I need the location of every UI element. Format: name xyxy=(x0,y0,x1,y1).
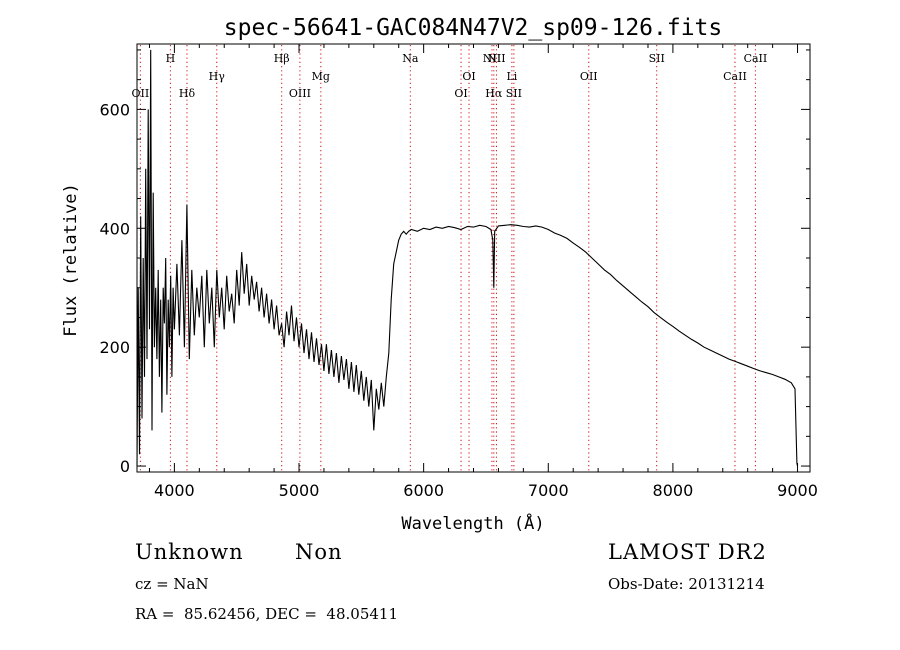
spectral-line-label: CaII xyxy=(744,52,768,65)
y-axis-label: Flux (relative) xyxy=(61,183,81,337)
x-tick-label: 9000 xyxy=(777,481,818,500)
spectral-line-label: Hβ xyxy=(274,52,290,65)
y-tick-label: 200 xyxy=(99,338,130,357)
y-tick-label: 0 xyxy=(120,457,130,476)
spectral-line-label: OI xyxy=(462,70,475,83)
spectral-line-label: OIII xyxy=(289,87,311,100)
x-axis-label: Wavelength (Å) xyxy=(401,512,544,534)
spectral-line-label: SII xyxy=(506,87,522,100)
spectral-line-label: Hα xyxy=(485,87,503,100)
class-type: Unknown xyxy=(135,540,244,564)
y-tick-label: 400 xyxy=(99,219,130,238)
spectral-line-label: NII xyxy=(487,52,505,65)
x-tick-labels: 4000 5000 6000 7000 8000 9000 xyxy=(154,481,818,500)
spectral-line-label: CaII xyxy=(723,70,747,83)
y-tick-labels: 0 200 400 600 xyxy=(99,100,130,476)
plot-frame xyxy=(136,43,811,473)
spectral-lines-layer: OIIHHδHγHβOIIIMgNaOIOINIIHαNIILiSIIOIISI… xyxy=(132,45,768,471)
x-tick-label: 8000 xyxy=(653,481,694,500)
coordinates: RA = 85.62456, DEC = 48.05411 xyxy=(135,605,399,623)
spectral-line-label: OII xyxy=(580,70,598,83)
x-tick-label: 7000 xyxy=(528,481,569,500)
x-tick-label: 5000 xyxy=(279,481,320,500)
survey-name: LAMOST DR2 xyxy=(608,540,767,564)
spectral-line-label: Li xyxy=(506,70,517,83)
x-tick-label: 4000 xyxy=(154,481,195,500)
observation-date: Obs-Date: 20131214 xyxy=(608,575,765,593)
spectral-line-label: OI xyxy=(454,87,467,100)
spectral-line-label: OII xyxy=(132,87,150,100)
axis-ticks xyxy=(137,44,810,472)
spectral-line-label: H xyxy=(166,52,176,65)
spectral-line-label: Mg xyxy=(312,70,330,83)
redshift-value: cz = NaN xyxy=(135,575,209,593)
spectral-line-label: SII xyxy=(649,52,665,65)
x-tick-label: 6000 xyxy=(403,481,444,500)
spectral-line-label: Na xyxy=(402,52,419,65)
spectral-line-label: Hγ xyxy=(209,70,226,83)
spectral-line-label: NII xyxy=(483,52,501,65)
spectrum-line xyxy=(136,49,799,467)
chart-title: spec-56641-GAC084N47V2_sp09-126.fits xyxy=(224,15,723,41)
y-tick-label: 600 xyxy=(99,100,130,119)
subclass: Non xyxy=(295,540,343,564)
spectral-line-label: Hδ xyxy=(179,87,196,100)
